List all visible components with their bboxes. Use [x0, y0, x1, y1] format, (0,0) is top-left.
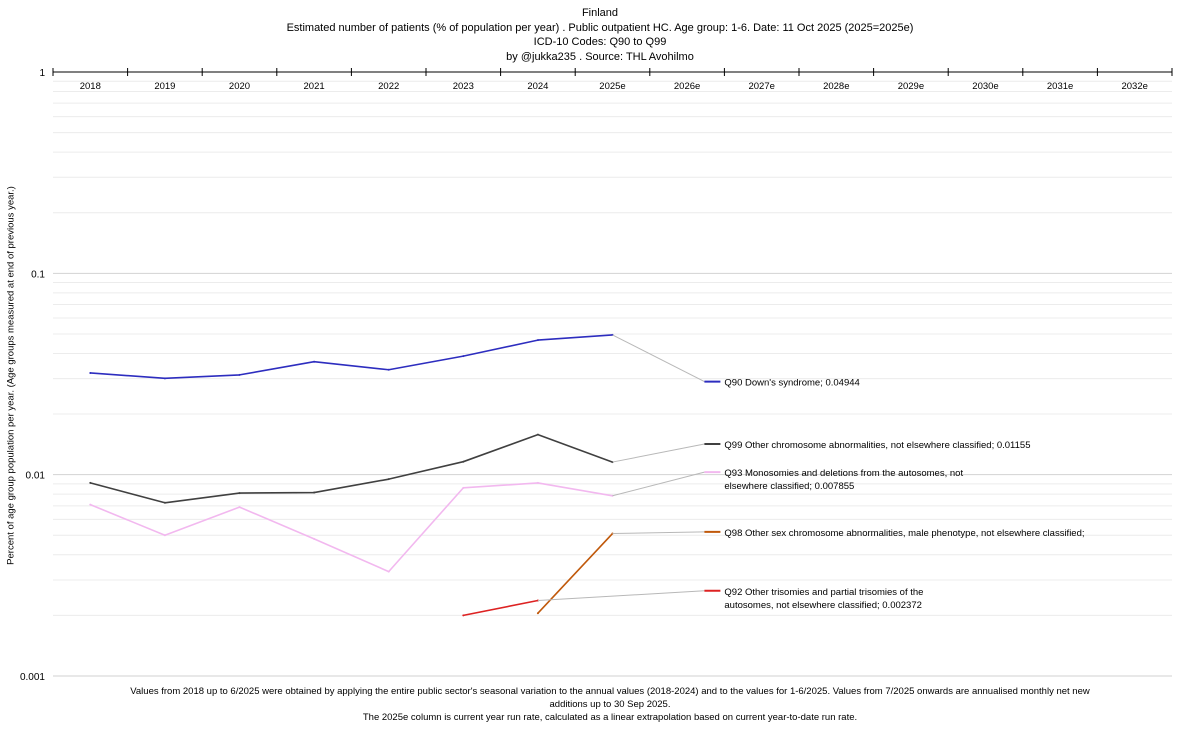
x-tick-label: 2020 [229, 81, 250, 92]
q93-series-line [89, 482, 613, 573]
q99-series-line [90, 433, 613, 504]
x-tick-label: 2022 [378, 81, 399, 92]
q99-data-point [313, 491, 316, 494]
x-tick-label: 2031e [1047, 81, 1073, 92]
q98-series-label: Q98 Other sex chromosome abnormalities, … [724, 528, 1084, 539]
footnote-seasonal: Values from 2018 up to 6/2025 were obtai… [130, 686, 1090, 710]
q92-series-line [463, 599, 539, 617]
y-tick-label: 0.1 [31, 269, 45, 280]
q92-data-point [462, 614, 465, 617]
x-tick-label: 2024 [527, 81, 548, 92]
x-tick-label: 2032e [1121, 81, 1147, 92]
q93-data-point [387, 570, 390, 573]
q99-data-point [462, 460, 465, 463]
q90-data-point [462, 355, 465, 358]
chart-titles: Finland Estimated number of patients (% … [0, 6, 1200, 64]
x-tick-label: 2019 [154, 81, 175, 92]
q99-leader-line [612, 443, 705, 463]
q92-series-label: autosomes, not elsewhere classified; 0.0… [724, 600, 922, 611]
q90-data-point [89, 371, 92, 374]
y-tick-label: 0.01 [26, 471, 46, 482]
q93-data-point [89, 503, 92, 506]
q93-data-point [238, 506, 241, 509]
q93-data-point [462, 486, 465, 489]
y-tick-label: 1 [39, 68, 45, 79]
q90-data-point [536, 339, 539, 342]
footnote-runrate: The 2025e column is current year run rat… [362, 712, 858, 723]
x-tick-label: 2027e [748, 81, 774, 92]
x-tick-label: 2025e [599, 81, 625, 92]
q93-data-point [536, 481, 539, 484]
q90-data-point [313, 360, 316, 363]
q98-leader-line [612, 531, 705, 535]
q90-leader-line [612, 334, 705, 383]
x-tick-label: 2018 [80, 81, 101, 92]
q98-data-point [536, 612, 539, 615]
y-tick-label: 0.001 [20, 672, 45, 683]
x-tick-label: 2030e [972, 81, 998, 92]
chart-subtitle: Estimated number of patients (% of popul… [286, 21, 914, 34]
q93-series-label: elsewhere classified; 0.007855 [724, 481, 854, 492]
q99-data-point [536, 433, 539, 436]
q90-data-point [238, 373, 241, 376]
chart-byline: by @jukka235 . Source: THL Avohilmo [506, 50, 694, 63]
q90-data-point [163, 377, 166, 380]
q90-series-label: Q90 Down's syndrome; 0.04944 [724, 378, 859, 389]
x-tick-label: 2029e [898, 81, 924, 92]
chart-title-country: Finland [581, 7, 619, 19]
x-tick-label: 2021 [304, 81, 325, 92]
x-tick-label: 2028e [823, 81, 849, 92]
q93-data-point [313, 537, 316, 540]
q99-data-point [89, 481, 92, 484]
q99-data-point [238, 492, 241, 495]
q92-leader-line [537, 590, 705, 601]
q93-series-label: Q93 Monosomies and deletions from the au… [724, 468, 963, 479]
q93-leader-line [612, 471, 705, 497]
q99-data-point [163, 501, 166, 504]
chart-codes: ICD-10 Codes: Q90 to Q99 [533, 36, 667, 48]
q92-series-label: Q92 Other trisomies and partial trisomie… [724, 587, 923, 598]
q90-data-point [387, 368, 390, 371]
x-tick-label: 2026e [674, 81, 700, 92]
q98-series-line [537, 532, 614, 614]
q93-data-point [163, 534, 166, 537]
q90-series-line [90, 334, 613, 380]
q99-series-label: Q99 Other chromosome abnormalities, not … [724, 440, 1030, 451]
q99-data-point [387, 478, 390, 481]
x-tick-label: 2023 [453, 81, 474, 92]
